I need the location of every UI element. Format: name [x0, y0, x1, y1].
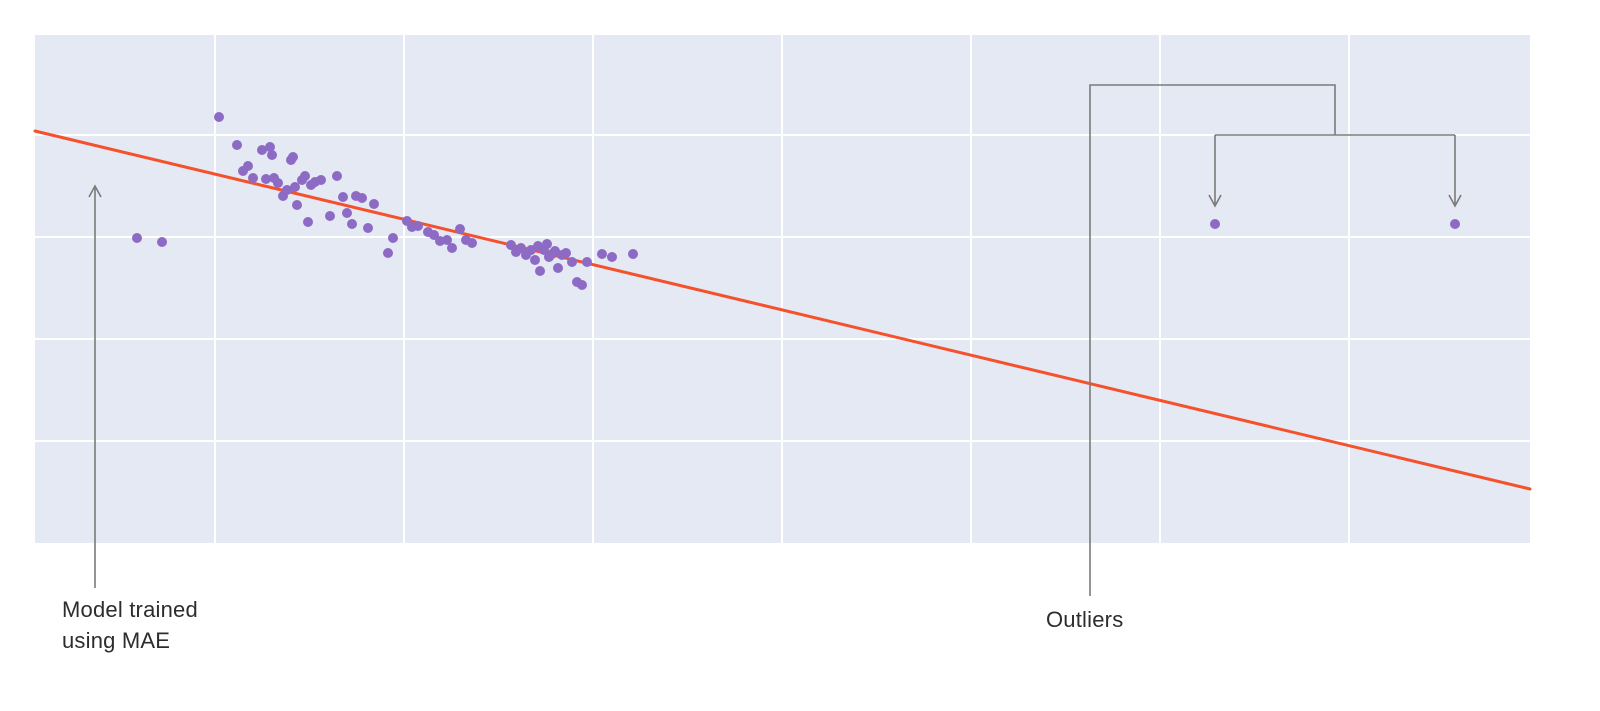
scatter-point	[214, 112, 224, 122]
scatter-point	[516, 243, 526, 253]
annotation-arrowhead-down	[1448, 194, 1462, 208]
scatter-point	[342, 208, 352, 218]
scatter-point	[303, 217, 313, 227]
scatter-point	[369, 199, 379, 209]
scatter-point	[455, 224, 465, 234]
outlier-point	[1210, 219, 1220, 229]
scatter-point	[530, 255, 540, 265]
scatter-point	[347, 219, 357, 229]
scatter-point	[553, 263, 563, 273]
scatter-point	[542, 239, 552, 249]
scatter-point	[248, 173, 258, 183]
scatter-point	[257, 145, 267, 155]
scatter-point	[267, 150, 277, 160]
scatter-point	[582, 257, 592, 267]
scatter-point	[363, 223, 373, 233]
scatter-point	[300, 171, 310, 181]
scatter-point	[338, 192, 348, 202]
scatter-point	[357, 193, 367, 203]
scatter-point	[261, 174, 271, 184]
scatter-point	[567, 257, 577, 267]
scatter-point	[273, 178, 283, 188]
scatter-point	[132, 233, 142, 243]
annotation-arrowhead-down	[1208, 194, 1222, 208]
scatter-point	[290, 182, 300, 192]
scatter-point	[597, 249, 607, 259]
scatter-point	[535, 266, 545, 276]
mae-annotation-label: Model trained using MAE	[62, 597, 198, 653]
scatter-point	[325, 211, 335, 221]
scatter-point	[447, 243, 457, 253]
scatter-point	[243, 161, 253, 171]
scatter-point	[442, 235, 452, 245]
scatter-point	[607, 252, 617, 262]
scatter-point	[332, 171, 342, 181]
scatter-point	[282, 185, 292, 195]
scatter-point	[506, 240, 516, 250]
scatter-point	[383, 248, 393, 258]
scatter-point	[388, 233, 398, 243]
scatter-point	[265, 142, 275, 152]
scatter-point	[561, 248, 571, 258]
annotation-line	[1089, 84, 1336, 596]
scatter-point	[288, 152, 298, 162]
scatter-point	[628, 249, 638, 259]
scatter-point	[413, 221, 423, 231]
scatter-point	[232, 140, 242, 150]
scatter-point	[577, 280, 587, 290]
outliers-annotation-label: Outliers	[1046, 607, 1124, 632]
annotation-arrowhead-up	[88, 184, 102, 198]
scatter-point	[467, 238, 477, 248]
outlier-point	[1450, 219, 1460, 229]
scatter-point	[157, 237, 167, 247]
scatter-point	[292, 200, 302, 210]
scatter-point	[316, 175, 326, 185]
